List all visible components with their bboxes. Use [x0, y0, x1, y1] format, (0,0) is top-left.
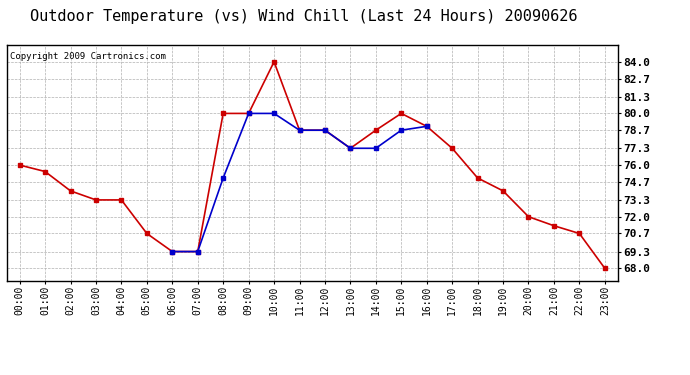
Text: Outdoor Temperature (vs) Wind Chill (Last 24 Hours) 20090626: Outdoor Temperature (vs) Wind Chill (Las… — [30, 9, 578, 24]
Text: Copyright 2009 Cartronics.com: Copyright 2009 Cartronics.com — [10, 52, 166, 61]
